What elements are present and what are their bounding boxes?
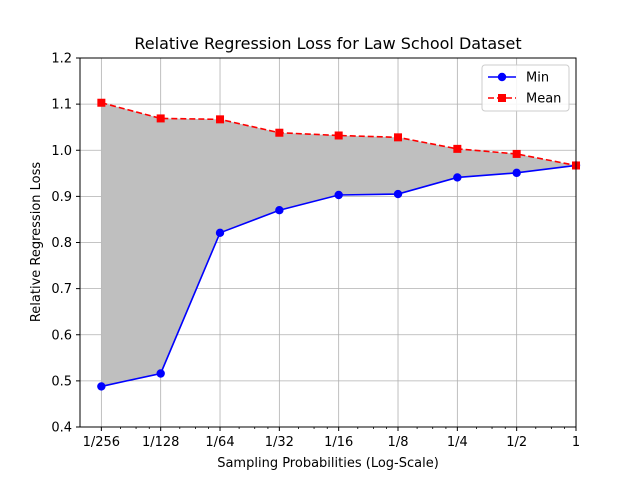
data-point-mean [453, 144, 462, 153]
data-point-mean [512, 149, 521, 158]
series-min [97, 161, 581, 391]
x-tick-label: 1 [572, 435, 580, 450]
x-tick-label: 1/8 [388, 435, 409, 450]
data-point-mean [394, 133, 403, 142]
x-tick-label: 1/128 [142, 435, 179, 450]
y-axis-label: Relative Regression Loss [29, 162, 44, 323]
data-point-mean [275, 128, 284, 137]
data-point-min [97, 382, 106, 391]
y-tick-label: 1.0 [51, 144, 72, 159]
legend-marker-min [497, 72, 507, 82]
data-point-mean [156, 114, 165, 123]
y-tick-label: 1.1 [51, 98, 72, 113]
y-tick-label: 0.5 [51, 374, 72, 389]
data-point-min [156, 369, 165, 378]
legend-label-mean: Mean [526, 92, 561, 107]
x-tick-label: 1/64 [205, 435, 234, 450]
data-point-mean [97, 98, 106, 107]
y-tick-label: 0.8 [51, 236, 72, 251]
legend-marker-mean [498, 94, 506, 102]
x-tick-label: 1/256 [83, 435, 120, 450]
chart-title: Relative Regression Loss for Law School … [134, 34, 521, 53]
x-tick-label: 1/4 [447, 435, 468, 450]
x-tick-label: 1/16 [324, 435, 353, 450]
data-point-min [512, 168, 521, 178]
y-tick-label: 0.9 [51, 190, 72, 205]
y-tick-label: 0.6 [51, 328, 72, 343]
data-point-min [275, 206, 284, 215]
ticks: 0.4 0.5 0.6 0.7 0.8 0.9 1.0 1.1 1.2 1/256 1/128 1/6… [51, 52, 580, 451]
data-point-min [334, 190, 343, 200]
data-point-min [453, 173, 462, 182]
plot-area: 0.4 0.5 0.6 0.7 0.8 0.9 1.0 1.1 1.2 1/256 1/128 1/6… [51, 52, 581, 451]
y-tick-label: 0.4 [51, 421, 72, 436]
series-line-mean [101, 101, 577, 167]
data-point-mean [334, 131, 343, 140]
y-tick-label: 1.2 [51, 52, 72, 67]
data-point-mean [216, 115, 225, 124]
x-axis-label: Sampling Probabilities (Log-Scale) [217, 456, 439, 471]
legend: Min Mean [481, 64, 570, 112]
legend-entry-min: Min [488, 71, 549, 86]
legend-entry-mean: Mean [488, 92, 561, 107]
data-point-min [215, 228, 225, 238]
legend-label-min: Min [526, 71, 549, 86]
y-tick-label: 0.7 [51, 282, 72, 297]
x-tick-label: 1/32 [265, 435, 294, 450]
data-point-min [393, 189, 403, 199]
x-tick-label: 1/2 [506, 435, 527, 450]
